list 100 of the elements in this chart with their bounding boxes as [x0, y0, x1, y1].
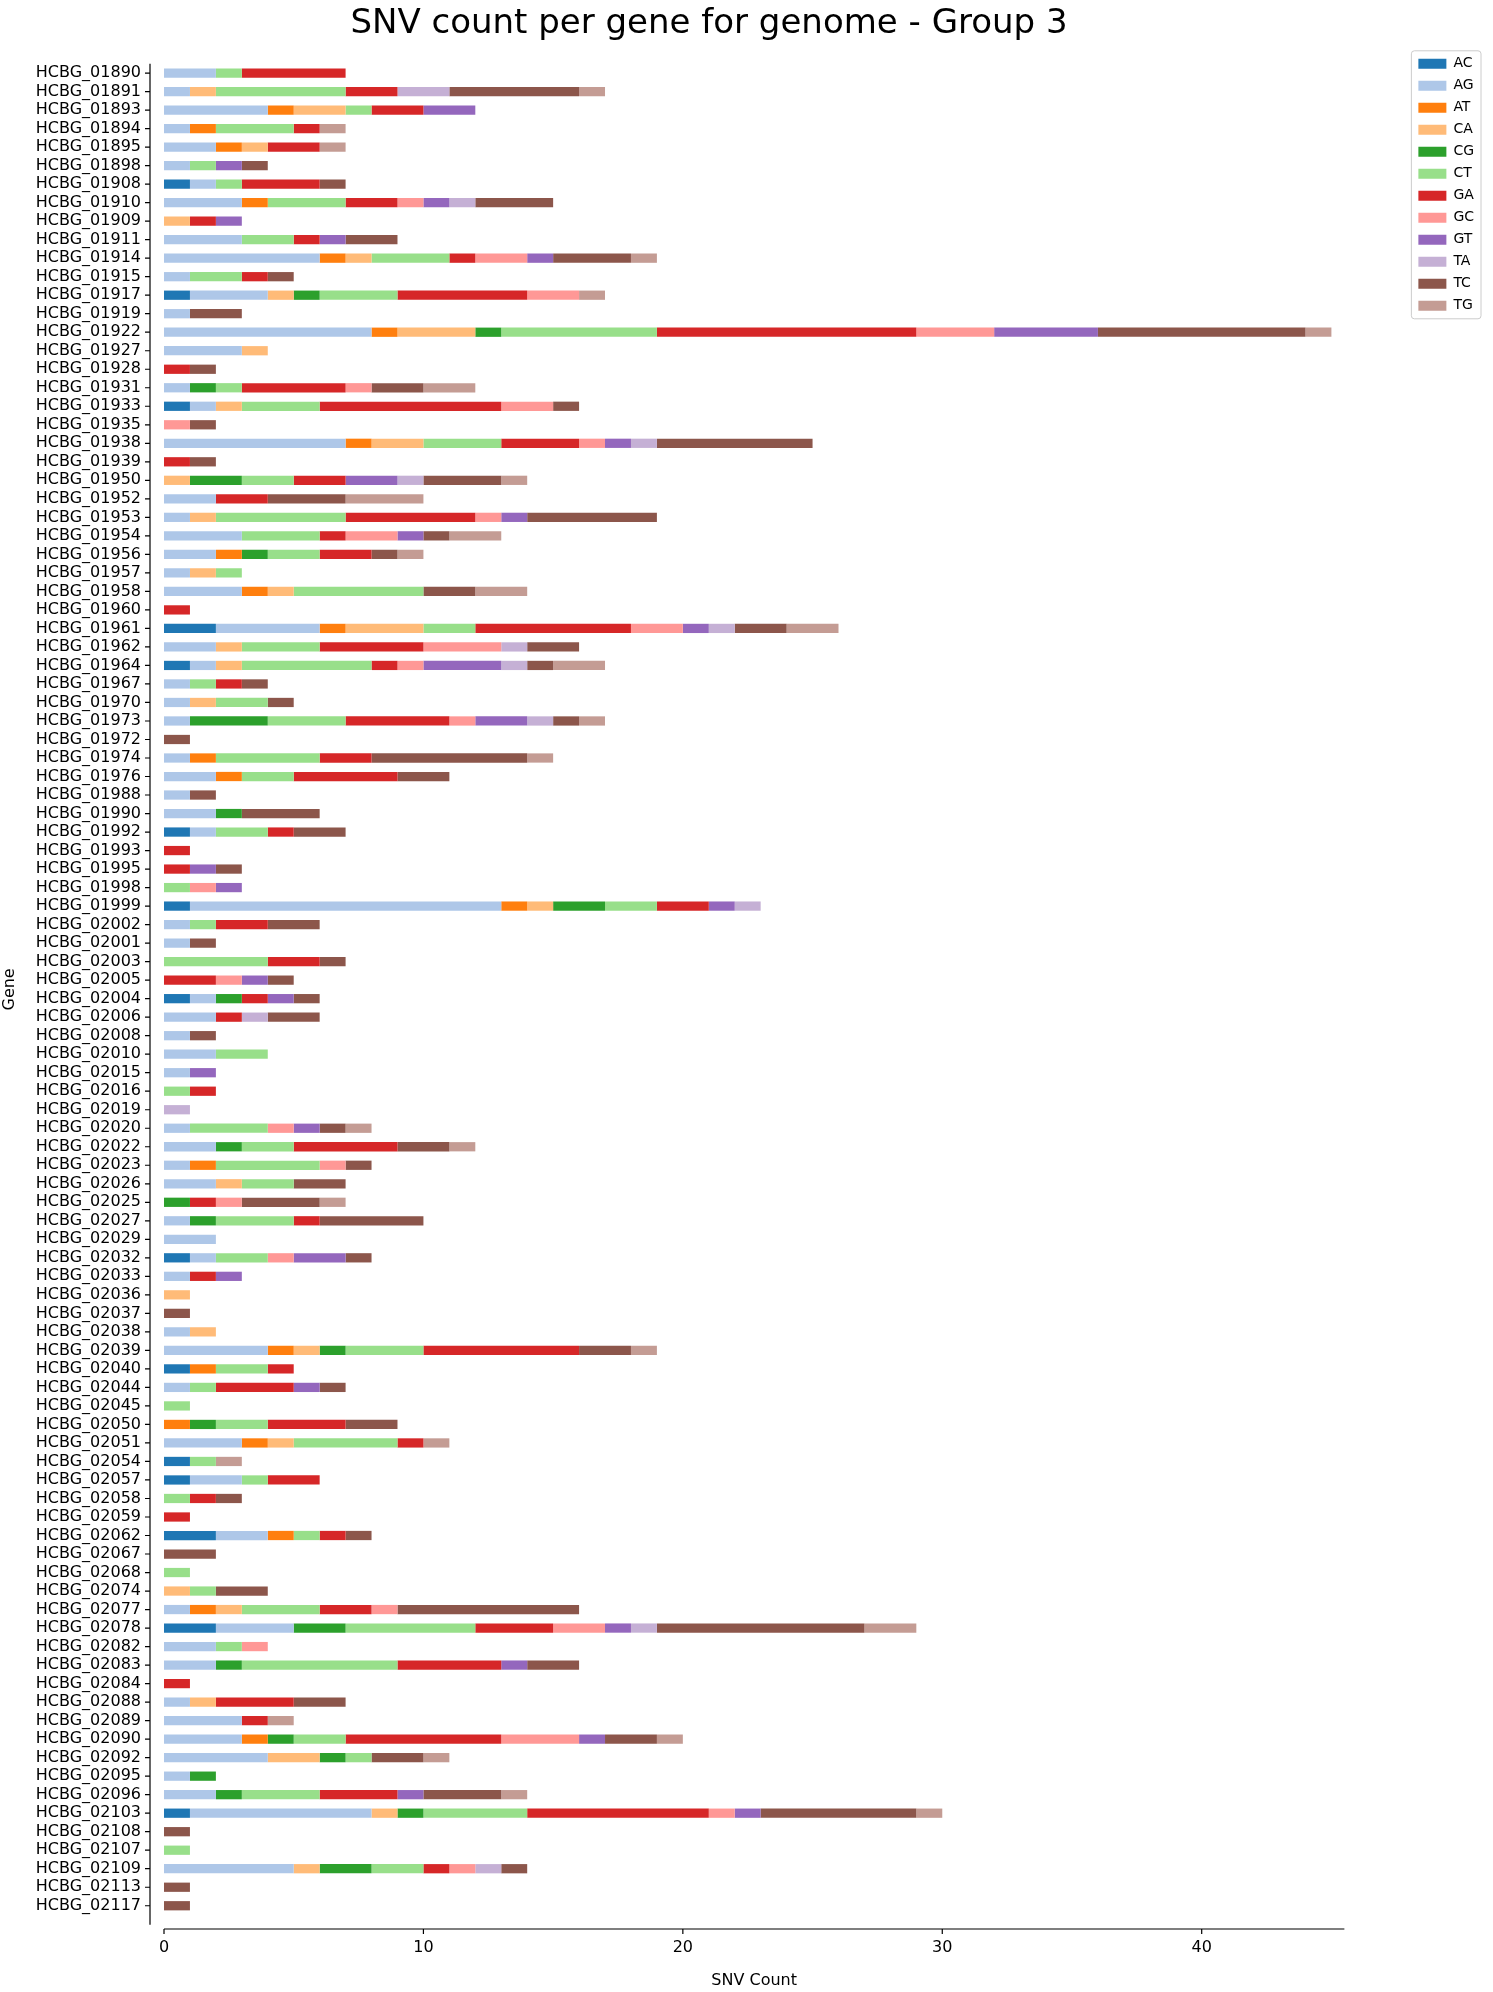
bar [397, 1142, 450, 1152]
bar [605, 438, 631, 448]
y-tick-label: HCBG_01928 [35, 358, 141, 379]
bar [267, 1345, 294, 1356]
y-tick-label: HCBG_02001 [35, 932, 141, 953]
bar [241, 679, 268, 689]
bar [397, 86, 450, 97]
bar [397, 1438, 424, 1448]
bar [371, 1808, 398, 1818]
bar [293, 1179, 346, 1189]
bar [215, 216, 242, 226]
bar [164, 1753, 268, 1763]
y-tick-label: HCBG_02090 [35, 1728, 141, 1749]
y-tick-label: HCBG_01898 [35, 154, 141, 175]
bar [164, 1827, 190, 1837]
bar [164, 1808, 190, 1818]
bar [449, 1142, 476, 1152]
bar [371, 1753, 424, 1763]
x-tick-label: 0 [158, 1936, 170, 1956]
bar [319, 957, 346, 967]
bar [423, 531, 450, 541]
bar [501, 327, 657, 337]
bar [345, 1160, 372, 1170]
bar [267, 1734, 294, 1744]
bar [189, 827, 216, 837]
y-tick-label: HCBG_02050 [35, 1413, 141, 1434]
legend-label: GA [1453, 186, 1475, 203]
y-tick-label: HCBG_02008 [35, 1024, 141, 1045]
bar [189, 160, 216, 171]
y-tick-label: HCBG_02113 [35, 1876, 141, 1897]
bar [241, 660, 372, 671]
chart-title: SNV count per gene for genome - Group 3 [350, 1, 1068, 42]
bar [293, 290, 320, 300]
bar [397, 660, 424, 671]
bar [501, 660, 528, 671]
bar [293, 1253, 346, 1263]
x-axis-title: SNV Count [711, 1969, 798, 1989]
bar [241, 1438, 268, 1448]
bar [164, 1419, 190, 1430]
bar [267, 142, 320, 152]
bar [527, 290, 580, 300]
bar [164, 1567, 190, 1578]
y-tick-label: HCBG_02032 [35, 1246, 141, 1267]
bar [189, 790, 216, 800]
y-tick-label: HCBG_02082 [35, 1635, 141, 1656]
bar [215, 919, 268, 930]
bar [164, 734, 190, 745]
y-tick-label: HCBG_01990 [35, 802, 141, 823]
y-tick-label: HCBG_02003 [35, 950, 141, 971]
bar [423, 105, 476, 115]
bar [164, 1697, 190, 1707]
bar [319, 253, 346, 263]
y-tick-label: HCBG_02019 [35, 1098, 141, 1119]
legend-label: GT [1453, 230, 1473, 247]
bar [345, 1753, 372, 1763]
bar [319, 753, 372, 763]
bar [189, 919, 216, 930]
bar [164, 1105, 190, 1115]
bar [189, 1327, 216, 1337]
legend-label: TG [1452, 296, 1473, 313]
y-tick-label: HCBG_02092 [35, 1746, 141, 1767]
bar [241, 272, 268, 282]
bar [164, 1734, 242, 1744]
y-tick-label: HCBG_01922 [35, 321, 141, 342]
y-tick-label: HCBG_01960 [35, 599, 141, 620]
y-tick-label: HCBG_01933 [35, 395, 141, 416]
bar [241, 1012, 268, 1022]
bar [345, 1419, 398, 1430]
bar [319, 549, 372, 559]
bar [241, 994, 268, 1004]
y-tick-label: HCBG_02084 [35, 1672, 141, 1693]
bar [449, 86, 580, 97]
bar [994, 327, 1098, 337]
bar [241, 235, 294, 245]
bar [164, 568, 190, 578]
bar [215, 179, 242, 189]
bar [527, 512, 657, 522]
bar [189, 216, 216, 226]
bar [164, 901, 190, 911]
bar [215, 864, 242, 874]
bar [189, 1456, 216, 1467]
bar [864, 1623, 917, 1633]
bar [605, 901, 657, 911]
bar [293, 1697, 346, 1707]
bar [293, 771, 398, 782]
bar [267, 198, 346, 208]
legend-label: CT [1453, 164, 1473, 181]
bar [241, 1734, 268, 1744]
bar [449, 198, 476, 208]
bar [397, 1604, 580, 1615]
bar [164, 882, 190, 893]
bar [501, 1864, 528, 1874]
bar [164, 383, 190, 393]
bar [164, 1031, 190, 1041]
bar [164, 1438, 242, 1448]
bar [267, 994, 294, 1004]
bar [423, 660, 502, 671]
bar [189, 753, 216, 763]
bar [164, 290, 190, 300]
bar [215, 753, 320, 763]
